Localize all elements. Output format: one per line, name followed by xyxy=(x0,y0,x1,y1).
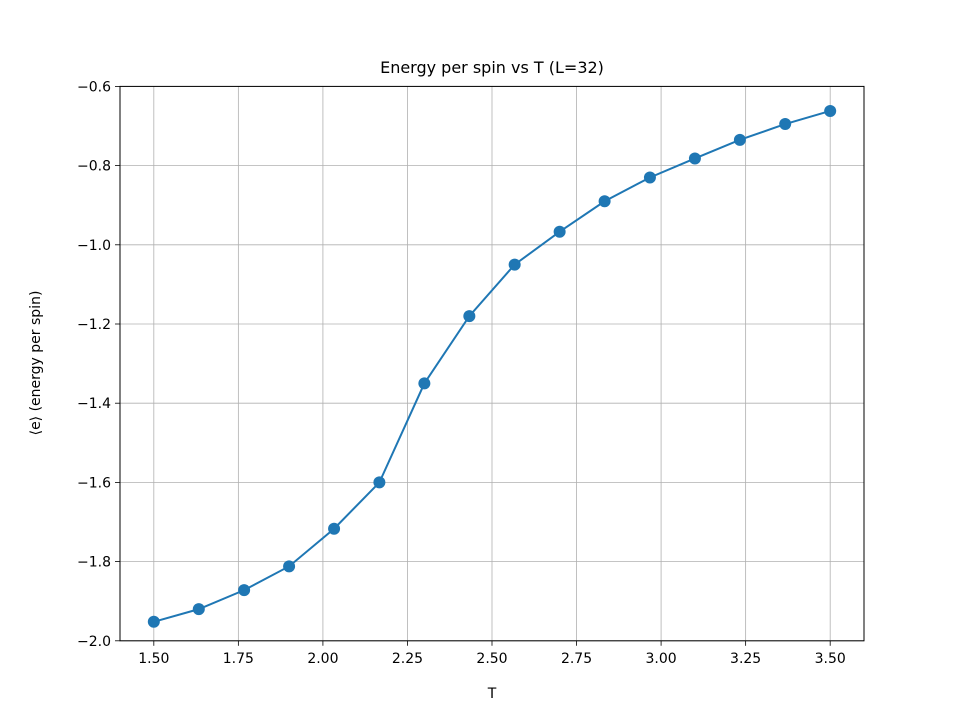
data-point xyxy=(688,152,701,165)
data-point xyxy=(553,225,566,238)
x-axis-label: T xyxy=(487,686,497,702)
x-tick-label: 3.00 xyxy=(646,651,677,667)
data-point xyxy=(598,195,611,208)
x-tick-label: 2.50 xyxy=(476,651,507,667)
x-tick-label: 2.75 xyxy=(561,651,592,667)
data-point xyxy=(463,310,476,323)
data-point xyxy=(283,560,296,573)
data-point xyxy=(779,118,792,131)
y-tick-label: −1.6 xyxy=(77,475,111,491)
x-tick-label: 3.25 xyxy=(730,651,761,667)
data-point xyxy=(824,104,837,117)
x-tick-label: 2.25 xyxy=(392,651,423,667)
series-layer xyxy=(147,104,837,628)
x-tick-label: 1.75 xyxy=(223,651,254,667)
data-point xyxy=(733,133,746,146)
data-point xyxy=(508,258,521,271)
data-point xyxy=(643,171,656,184)
y-axis-label: ⟨e⟩ (energy per spin) xyxy=(28,291,44,436)
y-tick-label: −1.2 xyxy=(77,317,111,333)
x-tick-label: 1.50 xyxy=(138,651,169,667)
x-tick-label: 3.50 xyxy=(815,651,846,667)
data-point xyxy=(147,615,160,628)
chart-title: Energy per spin vs T (L=32) xyxy=(380,58,604,77)
x-tick-label: 2.00 xyxy=(307,651,338,667)
y-tick-label: −1.0 xyxy=(77,238,111,254)
data-point xyxy=(238,584,251,597)
data-point xyxy=(328,522,341,535)
y-tick-label: −2.0 xyxy=(77,634,111,650)
series-line xyxy=(153,109,831,623)
y-tick-label: −1.8 xyxy=(77,555,111,571)
y-tick-label: −0.8 xyxy=(77,159,111,175)
y-tick-label: −0.6 xyxy=(77,79,111,95)
ticks: 1.50 1.75 2.00 2.25 2.50 2.75 3.00 3.25 3.50 −2.0… xyxy=(77,79,846,666)
data-point xyxy=(373,476,386,489)
data-point xyxy=(192,603,205,616)
y-tick-label: −1.4 xyxy=(77,396,111,412)
data-point xyxy=(418,377,431,390)
